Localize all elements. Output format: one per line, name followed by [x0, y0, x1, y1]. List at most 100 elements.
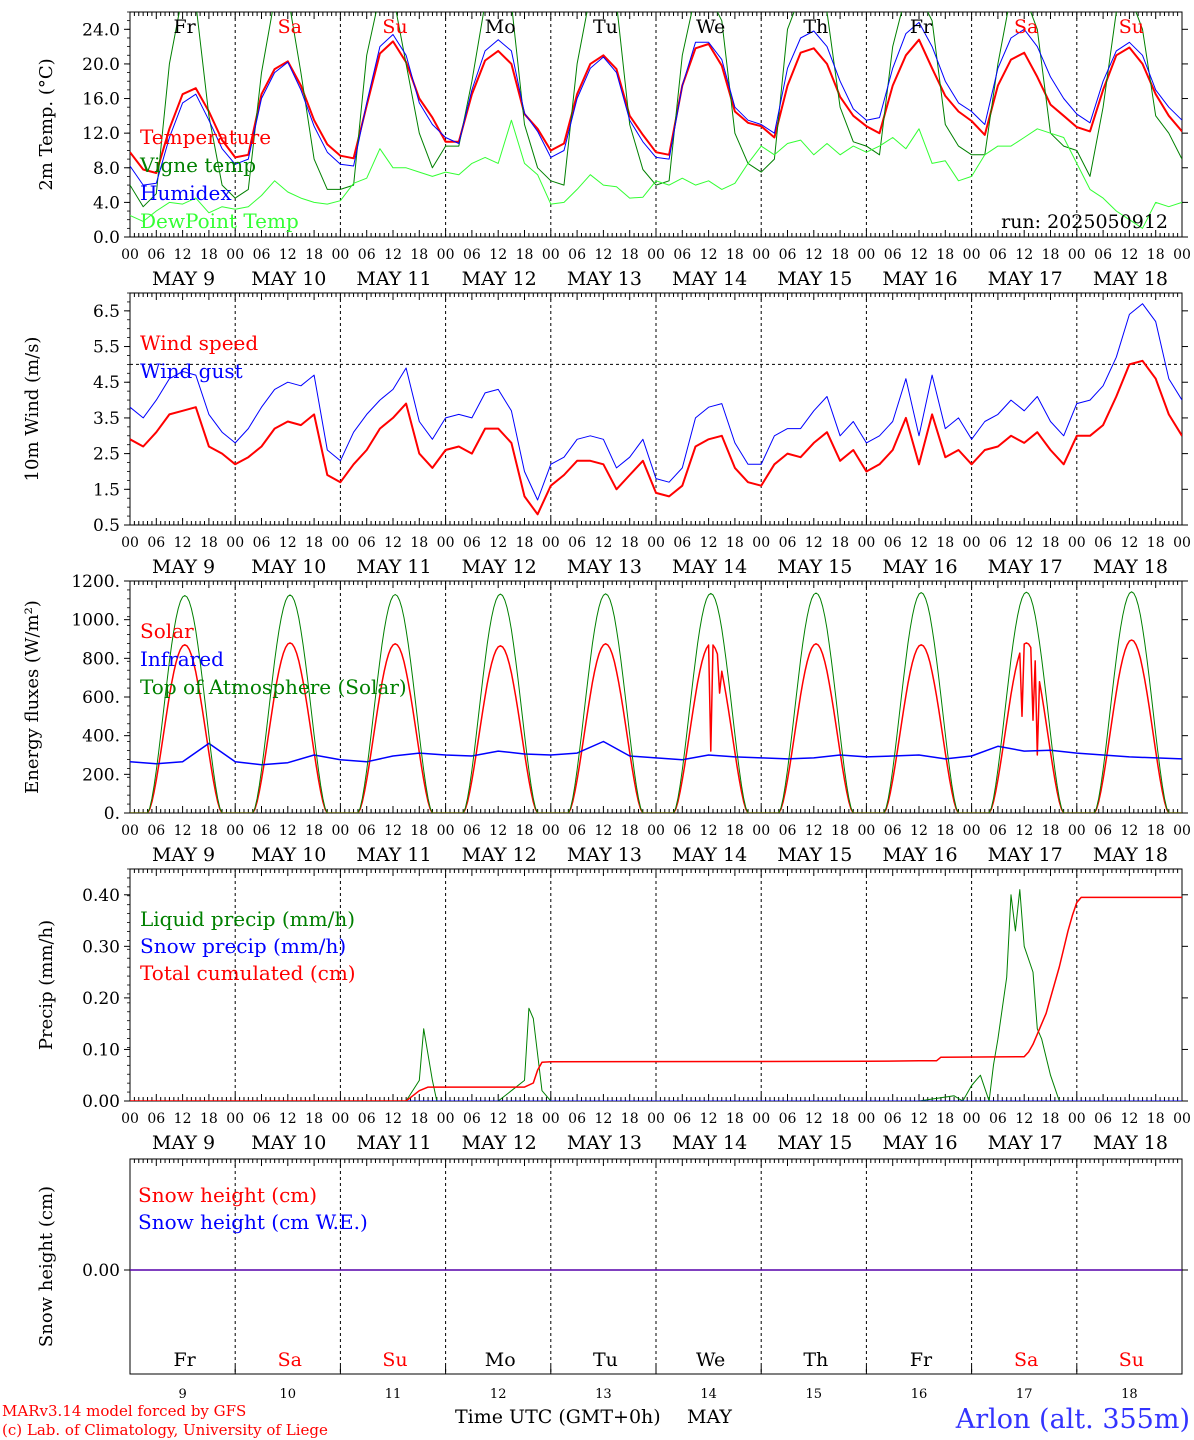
y-tick-label: 0.30: [82, 937, 120, 957]
legend-entry: Liquid precip (mm/h): [140, 907, 355, 931]
hour-label: 12: [1015, 535, 1033, 551]
hour-label: 18: [936, 535, 954, 551]
hour-label: 12: [1120, 1111, 1138, 1127]
hour-label: 00: [437, 247, 455, 263]
hour-label: 06: [673, 247, 691, 263]
hour-label: 00: [1173, 823, 1191, 839]
y-tick-label: 800.: [82, 649, 120, 669]
hour-label: 12: [1120, 247, 1138, 263]
hour-label: 18: [305, 823, 323, 839]
y-axis-title: 10m Wind (m/s): [22, 337, 43, 482]
day-abbr: Su: [382, 1349, 407, 1371]
hour-label: 00: [121, 535, 139, 551]
hour-label: 18: [936, 247, 954, 263]
hour-label: 00: [752, 535, 770, 551]
date-label: MAY 10: [251, 556, 326, 578]
date-label: MAY 11: [356, 556, 431, 578]
y-tick-label: 0.10: [82, 1040, 120, 1060]
hour-label: 12: [279, 247, 297, 263]
hour-label: 00: [752, 1111, 770, 1127]
hour-label: 06: [463, 823, 481, 839]
y-tick-label: 20.0: [82, 55, 120, 75]
hour-label: 18: [305, 535, 323, 551]
y-tick-label: 2.5: [93, 445, 120, 465]
hour-label: 00: [1173, 535, 1191, 551]
hour-label: 06: [1094, 247, 1112, 263]
day-abbr: Fr: [910, 16, 933, 38]
hour-label: 00: [857, 823, 875, 839]
hour-label: 06: [358, 535, 376, 551]
hour-label: 18: [1147, 247, 1165, 263]
hour-label: 06: [884, 1111, 902, 1127]
hour-label: 12: [279, 535, 297, 551]
date-label: MAY 17: [988, 556, 1063, 578]
series-line-top-of-atmosphere-solar-: [130, 591, 1182, 813]
hour-label: 06: [989, 823, 1007, 839]
series-line-total-cumulated-cm-: [130, 896, 1182, 1101]
hour-label: 12: [805, 247, 823, 263]
hour-label: 06: [463, 535, 481, 551]
legend-entry: Infrared: [140, 647, 224, 671]
hour-label: 00: [121, 1111, 139, 1127]
hour-label: 06: [989, 535, 1007, 551]
y-tick-label: 0.0: [93, 228, 120, 248]
panels-group: 0.0 4.0 8.0 12.0 16.0 20.0 24.0 2m Temp. (°C) Te…: [22, 11, 1191, 1402]
hour-label: 06: [779, 823, 797, 839]
series-line-liquid-precip-mm-h-: [130, 889, 1182, 1101]
hour-label: 06: [253, 535, 271, 551]
date-label: MAY 17: [988, 1132, 1063, 1154]
hour-label: 06: [147, 247, 165, 263]
hour-label: 06: [147, 535, 165, 551]
day-abbr: Sa: [1014, 16, 1038, 38]
date-label: MAY 11: [356, 1132, 431, 1154]
hour-label: 00: [1173, 247, 1191, 263]
date-label: MAY 18: [1093, 844, 1168, 866]
hour-label: 06: [358, 247, 376, 263]
legend-entry: Humidex: [140, 181, 232, 205]
hour-label: 12: [700, 823, 718, 839]
hour-label: 12: [384, 247, 402, 263]
day-number: 16: [911, 1387, 928, 1402]
hour-label: 00: [121, 247, 139, 263]
legend-entry: Snow height (cm W.E.): [138, 1210, 368, 1234]
hour-label: 12: [910, 247, 928, 263]
hour-label: 12: [1120, 535, 1138, 551]
date-label: MAY 18: [1093, 556, 1168, 578]
hour-label: 00: [542, 1111, 560, 1127]
hour-label: 18: [1042, 1111, 1060, 1127]
date-label: MAY 15: [777, 844, 852, 866]
series-line-dewpoint-temp: [130, 119, 1182, 229]
credit-line-2: (c) Lab. of Climatology, University of L…: [2, 1421, 328, 1439]
date-label: MAY 15: [777, 268, 852, 290]
hour-label: 06: [463, 1111, 481, 1127]
day-number: 11: [385, 1387, 402, 1402]
date-label: MAY 17: [988, 268, 1063, 290]
date-label: MAY 18: [1093, 1132, 1168, 1154]
hour-label: 00: [331, 1111, 349, 1127]
hour-label: 18: [726, 1111, 744, 1127]
hour-label: 12: [384, 823, 402, 839]
day-number: 13: [595, 1387, 612, 1402]
hour-label: 18: [831, 1111, 849, 1127]
hour-label: 18: [726, 247, 744, 263]
hour-label: 06: [253, 1111, 271, 1127]
hour-label: 18: [516, 535, 534, 551]
y-tick-label: 16.0: [82, 90, 120, 110]
hour-label: 00: [437, 535, 455, 551]
y-tick-label: 0.20: [82, 989, 120, 1009]
hour-label: 00: [647, 823, 665, 839]
date-label: MAY 11: [356, 268, 431, 290]
y-tick-label: 4.5: [93, 373, 120, 393]
date-label: MAY 12: [462, 556, 537, 578]
hour-label: 06: [779, 535, 797, 551]
legend-entry: Top of Atmosphere (Solar): [140, 675, 407, 699]
day-abbr: Sa: [278, 16, 302, 38]
date-label: MAY 16: [882, 844, 957, 866]
hour-label: 00: [121, 823, 139, 839]
hour-label: 06: [147, 1111, 165, 1127]
legend-entry: Solar: [140, 619, 194, 643]
hour-label: 18: [200, 823, 218, 839]
hour-label: 12: [910, 823, 928, 839]
legend-entry: Snow precip (mm/h): [140, 934, 346, 958]
